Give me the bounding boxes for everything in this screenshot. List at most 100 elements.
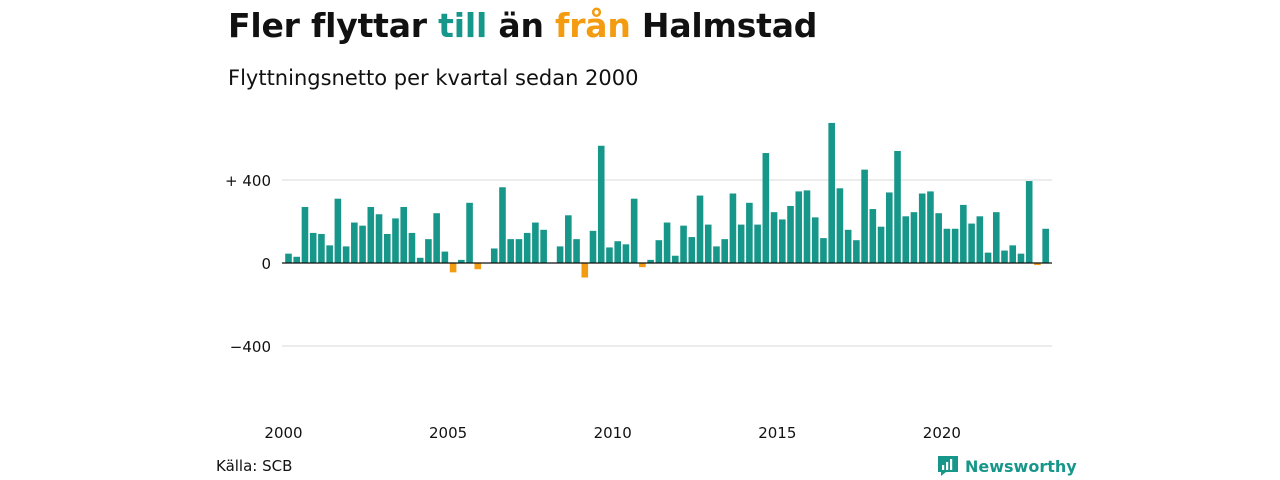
- title-part-plain: än: [487, 6, 556, 45]
- bar: [556, 246, 564, 263]
- bar: [721, 239, 728, 263]
- bar: [441, 251, 449, 263]
- bar: [490, 248, 498, 263]
- bar: [927, 191, 934, 263]
- bar: [318, 233, 325, 263]
- bar: [803, 190, 811, 264]
- bar: [639, 263, 646, 268]
- x-tick-label: 2020: [923, 424, 961, 442]
- bar: [861, 169, 868, 264]
- bar: [984, 252, 992, 264]
- bar: [820, 238, 827, 263]
- bar: [351, 222, 358, 263]
- bar: [729, 193, 737, 263]
- bar: [392, 218, 399, 263]
- bar: [540, 229, 547, 263]
- bar: [811, 217, 819, 263]
- bar: [894, 150, 901, 263]
- bar: [976, 216, 984, 263]
- bar: [359, 225, 366, 263]
- bar: [334, 198, 342, 264]
- bar: [951, 228, 959, 263]
- bar: [770, 212, 778, 263]
- bar: [400, 206, 408, 263]
- bar: [515, 239, 523, 263]
- newsworthy-logo-text: Newsworthy: [965, 456, 1077, 476]
- bar: [606, 247, 613, 263]
- bar: [746, 202, 753, 263]
- title-part-plain: Fler flyttar: [228, 6, 439, 45]
- bar: [507, 239, 515, 263]
- bar: [968, 223, 975, 263]
- bar: [523, 232, 531, 263]
- bar: [737, 224, 745, 263]
- bar: [581, 263, 589, 278]
- x-tick-label: 2005: [429, 424, 467, 442]
- chart-subtitle: Flyttningsnetto per kvartal sedan 2000: [228, 66, 639, 90]
- bar: [828, 122, 835, 263]
- bar: [960, 204, 967, 263]
- bar: [663, 222, 671, 263]
- bar: [704, 224, 712, 263]
- bar: [754, 224, 761, 263]
- bar: [935, 213, 942, 263]
- newsworthy-logo-icon: [938, 456, 958, 476]
- bar: [688, 237, 696, 263]
- bar: [499, 187, 506, 263]
- title-part-negative: från: [555, 6, 631, 45]
- bar: [844, 229, 852, 263]
- bar: [655, 240, 663, 263]
- bar: [408, 232, 416, 263]
- bar: [466, 202, 473, 263]
- source-note: Källa: SCB: [216, 457, 293, 475]
- newsworthy-logo: Newsworthy: [937, 455, 1077, 477]
- title-part-plain: Halmstad: [630, 6, 818, 45]
- bar: [853, 240, 860, 263]
- bar: [449, 263, 457, 273]
- bar: [795, 191, 803, 263]
- bar: [458, 259, 465, 263]
- bar: [573, 239, 580, 263]
- bar: [565, 215, 572, 263]
- bar: [992, 212, 1000, 263]
- bar: [301, 206, 309, 263]
- bar: [647, 259, 654, 263]
- bar: [622, 244, 630, 263]
- bar: [375, 214, 383, 263]
- bar: [614, 241, 621, 263]
- chart-title: Fler flyttar till än från Halmstad: [228, 6, 817, 45]
- bar: [696, 195, 704, 263]
- x-tick-label: 2000: [264, 424, 302, 442]
- bar: [713, 246, 720, 263]
- bar: [877, 226, 885, 263]
- bar: [285, 253, 292, 263]
- bar: [836, 188, 844, 263]
- bar: [589, 230, 597, 263]
- y-tick-label: 0: [261, 255, 271, 273]
- bar: [309, 232, 317, 263]
- bar: [425, 239, 432, 263]
- bar: [680, 225, 687, 263]
- bar: [326, 245, 333, 263]
- bar: [787, 205, 794, 263]
- bar: [1009, 245, 1017, 263]
- bar: [597, 145, 605, 263]
- bar: [293, 256, 301, 263]
- bar: [943, 228, 951, 263]
- bar: [910, 212, 918, 263]
- bar: [383, 233, 391, 263]
- title-part-positive: till: [438, 6, 488, 45]
- x-tick-label: 2015: [758, 424, 796, 442]
- x-tick-label: 2010: [594, 424, 632, 442]
- bar: [1017, 253, 1025, 263]
- bar: [630, 198, 638, 264]
- bar: [367, 206, 375, 263]
- y-tick-label: + 400: [225, 172, 271, 190]
- bar: [474, 263, 482, 270]
- bar: [532, 222, 539, 263]
- bar: [416, 257, 424, 263]
- bar: [1025, 181, 1033, 263]
- bar: [779, 219, 786, 263]
- bar: [918, 193, 926, 263]
